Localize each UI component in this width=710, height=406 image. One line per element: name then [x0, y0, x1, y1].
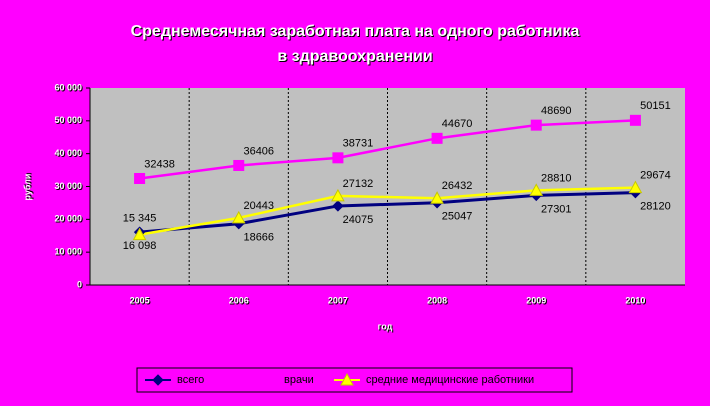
marker [332, 200, 344, 212]
data-label: 29674 [640, 169, 671, 181]
legend-marker [259, 374, 271, 386]
y-tick-label: 60 000 [54, 82, 82, 92]
marker [431, 132, 443, 144]
y-tick-label: 50 000 [54, 115, 82, 125]
data-label: 27132 [343, 178, 374, 190]
y-tick-label: 30 000 [54, 181, 82, 191]
marker [430, 191, 444, 204]
data-label: 25047 [442, 211, 473, 223]
legend-label: средние медицинские работники [366, 374, 534, 386]
legend-label: врачи [284, 374, 314, 386]
y-tick-label: 10 000 [54, 247, 82, 257]
x-tick-label: 2007 [328, 295, 348, 305]
data-label: 20443 [243, 200, 274, 212]
y-tick-label: 20 000 [54, 214, 82, 224]
marker [332, 152, 344, 164]
marker [134, 172, 146, 184]
chart-title: в здравоохранении [277, 48, 432, 65]
x-axis-label: год [378, 321, 393, 331]
x-tick-label: 2009 [526, 295, 546, 305]
series-line [139, 186, 636, 236]
data-label: 15 345 [123, 213, 157, 225]
series-line [139, 191, 636, 234]
legend-marker [152, 374, 164, 386]
x-tick-label: 2008 [427, 295, 447, 305]
legend-marker [340, 372, 354, 386]
data-label: 48690 [541, 105, 572, 117]
legend-label: всего [177, 374, 204, 386]
data-label: 50151 [640, 100, 671, 112]
marker [628, 180, 643, 194]
x-tick-label: 2005 [130, 295, 150, 305]
marker [231, 210, 246, 224]
data-label: 38731 [343, 138, 374, 150]
marker [529, 183, 544, 196]
data-label: 16 098 [123, 240, 157, 252]
data-label: 18666 [243, 232, 274, 244]
y-tick-label: 0 [77, 279, 82, 289]
data-label: 24075 [343, 214, 374, 226]
chart-title: Среднемесячная заработная плата на одног… [131, 23, 580, 40]
y-axis-label: рубли [22, 174, 32, 201]
y-tick-label: 40 000 [54, 148, 82, 158]
data-label: 28120 [640, 201, 671, 213]
data-label: 28810 [541, 172, 572, 184]
x-tick-label: 2006 [229, 295, 249, 305]
legend [136, 367, 573, 393]
data-label: 27301 [541, 203, 572, 215]
data-label: 36406 [243, 145, 274, 157]
marker [629, 114, 641, 126]
data-label: 44670 [442, 118, 473, 130]
marker [530, 119, 542, 131]
marker [331, 188, 345, 202]
data-label: 26432 [442, 180, 473, 192]
x-tick-label: 2010 [625, 295, 645, 305]
series-line [139, 119, 636, 180]
marker [132, 227, 147, 241]
data-label: 32438 [144, 158, 175, 170]
marker [233, 159, 245, 171]
